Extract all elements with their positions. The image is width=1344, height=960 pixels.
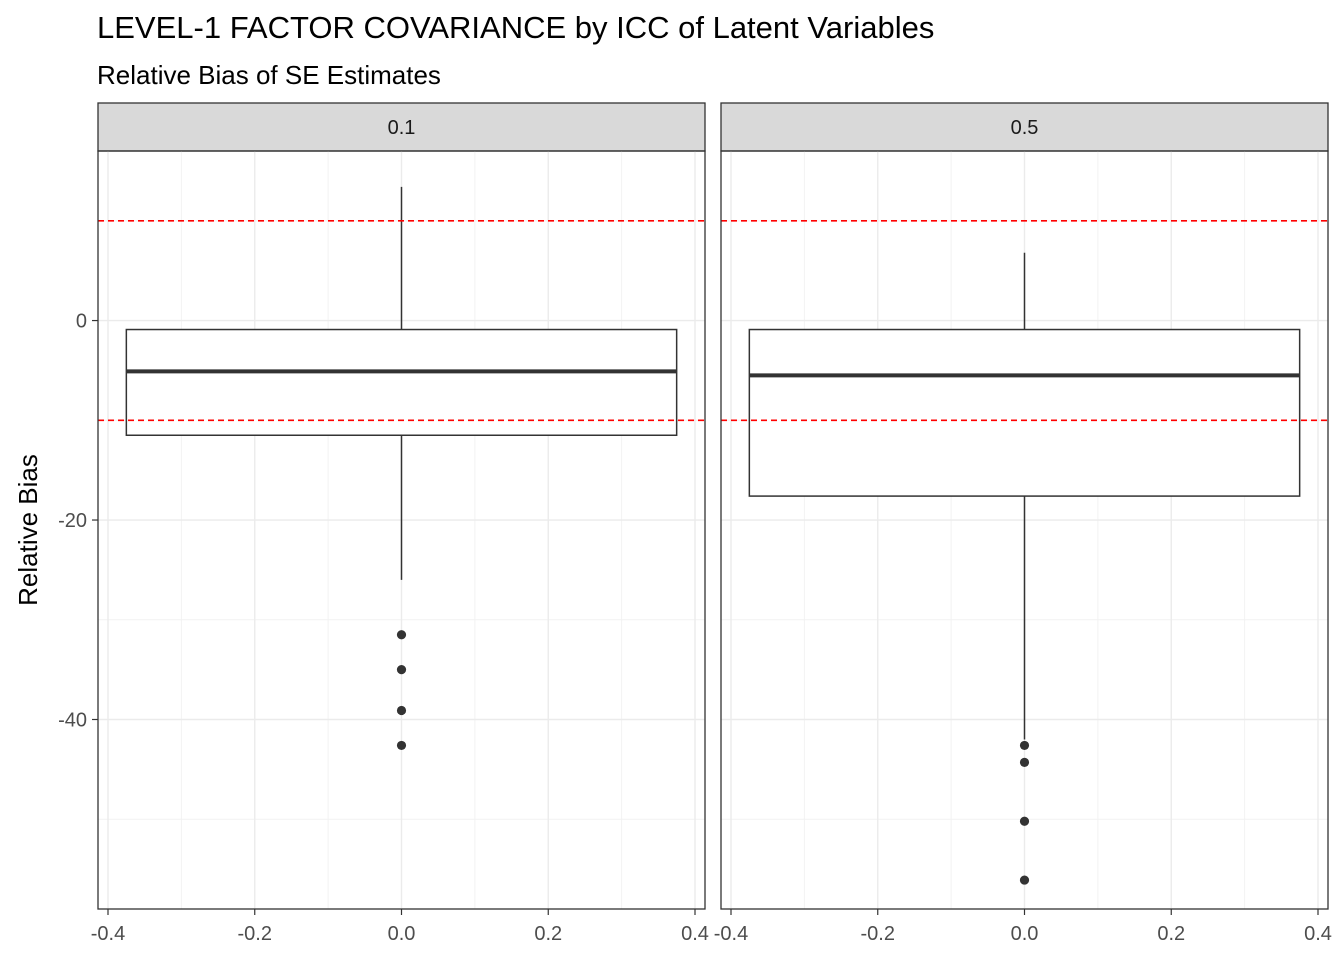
y-tick-label: 0 — [76, 311, 87, 333]
outlier-point — [396, 705, 407, 716]
x-tick-label: 0.2 — [534, 923, 562, 945]
x-tick-label: 0.4 — [1304, 923, 1332, 945]
outlier-point — [396, 665, 407, 675]
x-tick-label: 0.0 — [1011, 923, 1039, 945]
outlier-point — [1019, 875, 1030, 885]
x-tick-label: 0.2 — [1157, 923, 1185, 945]
facet-strip — [720, 102, 1329, 152]
outlier-point — [1019, 816, 1030, 826]
chart-title: LEVEL-1 FACTOR COVARIANCE by ICC of Late… — [97, 10, 935, 45]
box-iqr — [125, 328, 678, 437]
facet-label: 0.1 — [388, 117, 416, 139]
y-tick-label: -20 — [58, 510, 87, 532]
y-tick-label: -40 — [58, 710, 87, 732]
outlier-point — [1019, 757, 1030, 767]
x-tick-label: -0.4 — [714, 923, 748, 945]
outlier-point — [396, 740, 407, 751]
chart-subtitle: Relative Bias of SE Estimates — [97, 60, 441, 90]
y-axis-label: Relative Bias — [13, 454, 43, 606]
x-tick-label: 0.4 — [681, 923, 709, 945]
x-tick-label: -0.2 — [861, 923, 895, 945]
outlier-point — [396, 630, 407, 640]
facet-label: 0.5 — [1011, 117, 1039, 139]
x-tick-label: -0.4 — [91, 923, 125, 945]
x-tick-label: 0.0 — [388, 923, 416, 945]
x-tick-label: -0.2 — [238, 923, 272, 945]
outlier-point — [1019, 740, 1030, 751]
box-iqr — [748, 328, 1301, 497]
